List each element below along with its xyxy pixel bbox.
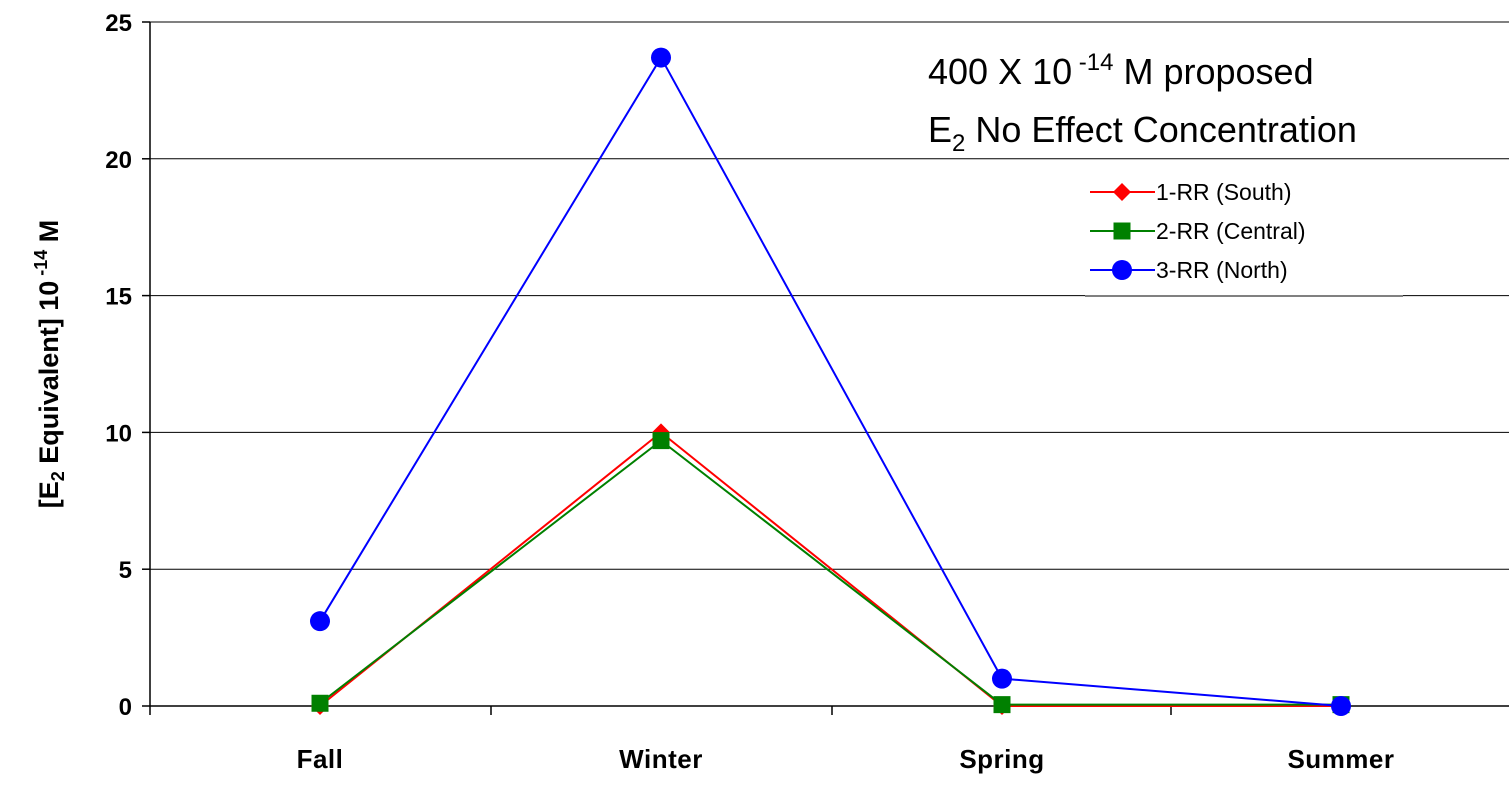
series-path: [319, 431, 1341, 707]
y-tick-label: 0: [119, 694, 132, 721]
data-point: [652, 432, 670, 450]
y-tick-label: 20: [105, 147, 132, 174]
x-tick-label: Winter: [619, 744, 703, 774]
data-point: [1112, 260, 1132, 280]
y-axis-label: [E2 Equivalent] 10 -14 M: [31, 220, 68, 509]
series-line: [311, 432, 1350, 714]
series-path: [319, 439, 1341, 706]
x-tick-label: Summer: [1287, 744, 1394, 774]
data-point: [1331, 696, 1351, 716]
x-tick-label: Spring: [959, 744, 1044, 774]
data-point: [992, 668, 1012, 689]
annotation-line-2: E2 No Effect Concentration: [928, 109, 1357, 157]
data-point: [310, 611, 330, 632]
annotation-line-1: 400 X 10 -14 M proposed: [928, 49, 1314, 92]
legend-label: 1-RR (South): [1156, 179, 1291, 205]
y-tick-labels: 0 5 10 15 20 25: [105, 10, 132, 721]
legend-label: 3-RR (North): [1156, 257, 1288, 283]
x-tick-labels: Fall Winter Spring Summer: [297, 744, 1394, 774]
legend-item: 3-RR (North): [1090, 257, 1288, 283]
series-line: [310, 47, 1351, 716]
data-point: [1113, 222, 1131, 240]
legend: 1-RR (South) 2-RR (Central) 3-RR (North): [1085, 168, 1403, 297]
series-group: [310, 47, 1351, 716]
horizontal-gridlines: [150, 21, 1509, 570]
y-tick-label: 5: [119, 557, 132, 584]
y-tick-label: 10: [105, 420, 132, 447]
series-path: [319, 55, 1342, 707]
y-tick-label: 25: [105, 10, 132, 37]
legend-label: 2-RR (Central): [1156, 218, 1306, 244]
data-point: [1113, 183, 1131, 201]
x-tick-label: Fall: [297, 744, 344, 774]
legend-item: 1-RR (South): [1090, 179, 1291, 205]
data-point: [993, 696, 1011, 714]
legend-item: 2-RR (Central): [1090, 218, 1306, 244]
data-point: [311, 694, 329, 712]
data-point: [651, 47, 671, 68]
y-tick-label: 15: [105, 284, 132, 311]
